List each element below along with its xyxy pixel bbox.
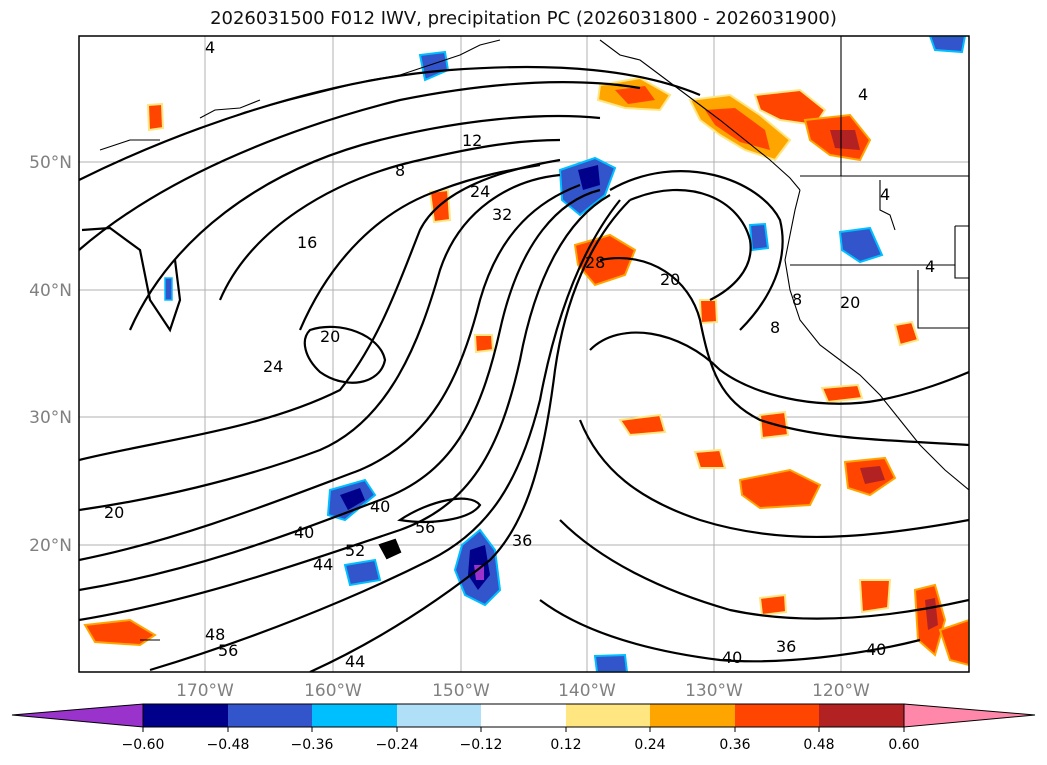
contour-label: 20 <box>104 503 124 522</box>
contour-label: 40 <box>722 648 742 667</box>
colorbar-segment <box>650 704 735 727</box>
lon-label: 160°W <box>304 681 362 701</box>
lat-label: 50°N <box>29 153 72 173</box>
map-content: 4 12 8 24 32 16 20 24 20 28 20 8 8 20 40… <box>79 36 969 672</box>
colorbar-tick-label: −0.24 <box>376 737 419 753</box>
colorbar-tick-label: −0.12 <box>460 737 503 753</box>
colorbar-tick-label: 0.24 <box>634 737 665 753</box>
colorbar-ticks <box>142 727 905 732</box>
colorbar-tick-label: 0.36 <box>719 737 750 753</box>
contour-label: 56 <box>415 518 435 537</box>
colorbar-segment <box>566 704 650 727</box>
colorbar-min-extend <box>11 703 144 728</box>
contour-label: 32 <box>492 205 512 224</box>
contour-label: 20 <box>660 270 680 289</box>
colorbar-tick-label: −0.48 <box>207 737 250 753</box>
colorbar: −0.60 −0.48 −0.36 −0.24 −0.12 0.12 0.24 … <box>11 703 1036 753</box>
map-title: 2026031500 F012 IWV, precipitation PC (2… <box>210 8 837 29</box>
colorbar-segment <box>481 704 566 727</box>
contour-labels: 4 12 8 24 32 16 20 24 20 28 20 8 8 20 40… <box>104 38 935 671</box>
contour-label: 12 <box>462 131 482 150</box>
contour-label: 40 <box>294 523 314 542</box>
contour-label: 4 <box>858 85 868 104</box>
colorbar-tick-label: 0.12 <box>550 737 581 753</box>
lon-label: 170°W <box>176 681 234 701</box>
colorbar-segment <box>228 704 312 727</box>
contour-label: 36 <box>512 531 532 550</box>
lon-label: 130°W <box>685 681 743 701</box>
lon-label: 150°W <box>432 681 490 701</box>
contour-label: 20 <box>320 327 340 346</box>
contour-label: 20 <box>840 293 860 312</box>
colorbar-segment <box>143 704 228 727</box>
contour-label: 36 <box>776 637 796 656</box>
colorbar-segment <box>735 704 819 727</box>
contour-label: 4 <box>205 38 215 57</box>
contour-label: 40 <box>370 497 390 516</box>
colorbar-tick-label: −0.36 <box>291 737 334 753</box>
contour-label: 52 <box>345 541 365 560</box>
contour-label: 16 <box>297 233 317 252</box>
contour-label: 56 <box>218 641 238 660</box>
colorbar-max-extend <box>903 703 1036 728</box>
contour-label: 8 <box>792 290 802 309</box>
contour-label: 44 <box>313 555 333 574</box>
colorbar-tick-label: −0.60 <box>122 737 165 753</box>
contour-label: 28 <box>585 253 605 272</box>
contour-label: 4 <box>880 185 890 204</box>
contour-label: 40 <box>866 640 886 659</box>
colorbar-segment <box>312 704 397 727</box>
colorbar-outline <box>142 703 905 728</box>
lat-label: 20°N <box>29 536 72 556</box>
lat-label: 30°N <box>29 408 72 428</box>
contour-label: 8 <box>770 318 780 337</box>
contour-label: 24 <box>263 357 283 376</box>
colorbar-tick-label: 0.60 <box>888 737 919 753</box>
longitude-labels: 170°W 160°W 150°W 140°W 130°W 120°W <box>176 681 870 701</box>
iwv-contours <box>79 65 969 672</box>
contour-label: 44 <box>345 652 365 671</box>
contour-label: 4 <box>925 257 935 276</box>
contour-label: 24 <box>470 182 490 201</box>
lon-label: 140°W <box>558 681 616 701</box>
colorbar-segment <box>397 704 481 727</box>
contour-label: 48 <box>205 625 225 644</box>
contour-label: 8 <box>395 161 405 180</box>
colorbar-segment <box>819 704 904 727</box>
lon-label: 120°W <box>812 681 870 701</box>
map-frame <box>78 35 970 673</box>
colorbar-tick-label: 0.48 <box>803 737 834 753</box>
latitude-labels: 50°N 40°N 30°N 20°N <box>29 153 72 556</box>
lat-label: 40°N <box>29 281 72 301</box>
